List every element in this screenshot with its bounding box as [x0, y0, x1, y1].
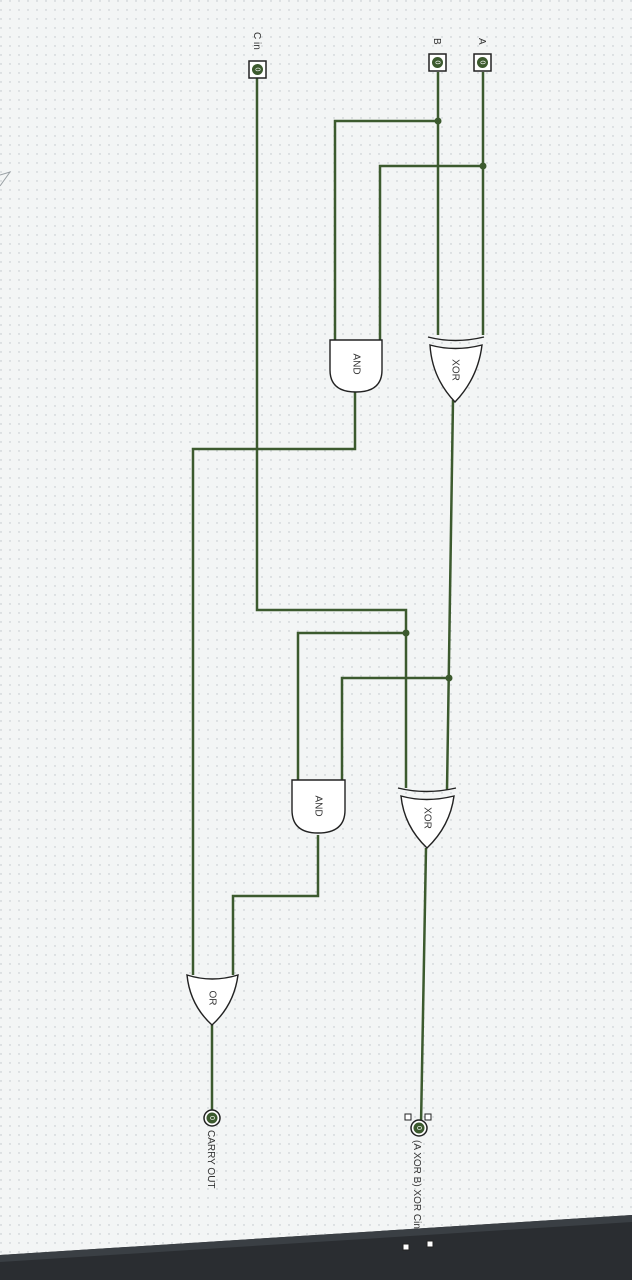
wire-cin	[255, 78, 408, 788]
or-gate-label: OR	[206, 991, 217, 1006]
input-a-value: 0	[479, 61, 486, 65]
output-sum-label: (A XOR B) XOR Cin	[411, 1140, 422, 1229]
junction-xor1	[445, 674, 453, 682]
cursor-mark	[0, 171, 12, 187]
wire-and1-or	[191, 392, 357, 975]
and-gate-1-label: AND	[350, 353, 361, 374]
xor-gate-2-body[interactable]	[400, 795, 455, 849]
output-sum-value: 0	[415, 1126, 422, 1130]
or-gate-body[interactable]	[186, 974, 239, 1026]
junction-a	[479, 162, 487, 170]
wire-xor2-sum	[419, 847, 428, 1126]
and-gate-1[interactable]: AND	[329, 339, 383, 393]
input-cin-indicator	[252, 64, 263, 75]
wire-b-and1	[333, 119, 438, 340]
xor-gate-1-label: XOR	[449, 359, 460, 381]
input-a-indicator	[477, 57, 488, 68]
output-sum[interactable]: 0 (A XOR B) XOR Cin	[402, 1113, 434, 1251]
output-carry-label: CARRY OUT	[205, 1130, 216, 1189]
input-a[interactable]: 0 A	[473, 38, 492, 72]
xor-gate-2-curve	[397, 787, 457, 793]
wire-xor1-xor2	[445, 399, 455, 791]
output-sum-handle-4[interactable]	[402, 1243, 410, 1251]
input-b-label: B	[431, 38, 442, 45]
output-sum-handle-1[interactable]	[404, 1113, 412, 1121]
output-carry-led-fill	[206, 1112, 218, 1124]
or-gate[interactable]: OR	[186, 974, 239, 1026]
junction-b	[434, 117, 442, 125]
junction-cin	[402, 629, 410, 637]
input-cin[interactable]: 0 C in	[248, 32, 267, 79]
wire-a-and1	[378, 164, 483, 340]
and-gate-2-label: AND	[312, 795, 323, 816]
wire-cin-and2	[296, 631, 406, 780]
xor-gate-2-label: XOR	[421, 807, 432, 829]
input-a-label: A	[476, 38, 487, 45]
output-sum-handle-2[interactable]	[424, 1113, 432, 1121]
xor-gate-1[interactable]: XOR	[427, 336, 485, 404]
xor-gate-1-body[interactable]	[429, 344, 483, 404]
and-gate-2-body[interactable]	[291, 779, 346, 834]
input-b-indicator	[432, 57, 443, 68]
output-carry-value: 0	[208, 1116, 215, 1120]
and-gate-2[interactable]: AND	[291, 779, 346, 834]
xor-gate-1-curve	[427, 336, 485, 342]
input-b-value: 0	[434, 61, 441, 65]
output-carry[interactable]: 0 CARRY OUT	[203, 1109, 221, 1189]
output-sum-led-fill	[413, 1122, 425, 1134]
monitor-bezel-edge	[0, 1215, 632, 1262]
and-gate-1-body[interactable]	[329, 339, 383, 393]
wire-and2-or	[231, 835, 320, 975]
output-sum-handle-3[interactable]	[426, 1240, 434, 1248]
input-cin-value: 0	[254, 68, 261, 72]
input-cin-label: C in	[251, 32, 262, 50]
xor-gate-2[interactable]: XOR	[397, 787, 457, 849]
input-b[interactable]: 0 B	[428, 38, 447, 72]
wires	[191, 72, 487, 1126]
wire-xor1-and2	[340, 676, 449, 780]
